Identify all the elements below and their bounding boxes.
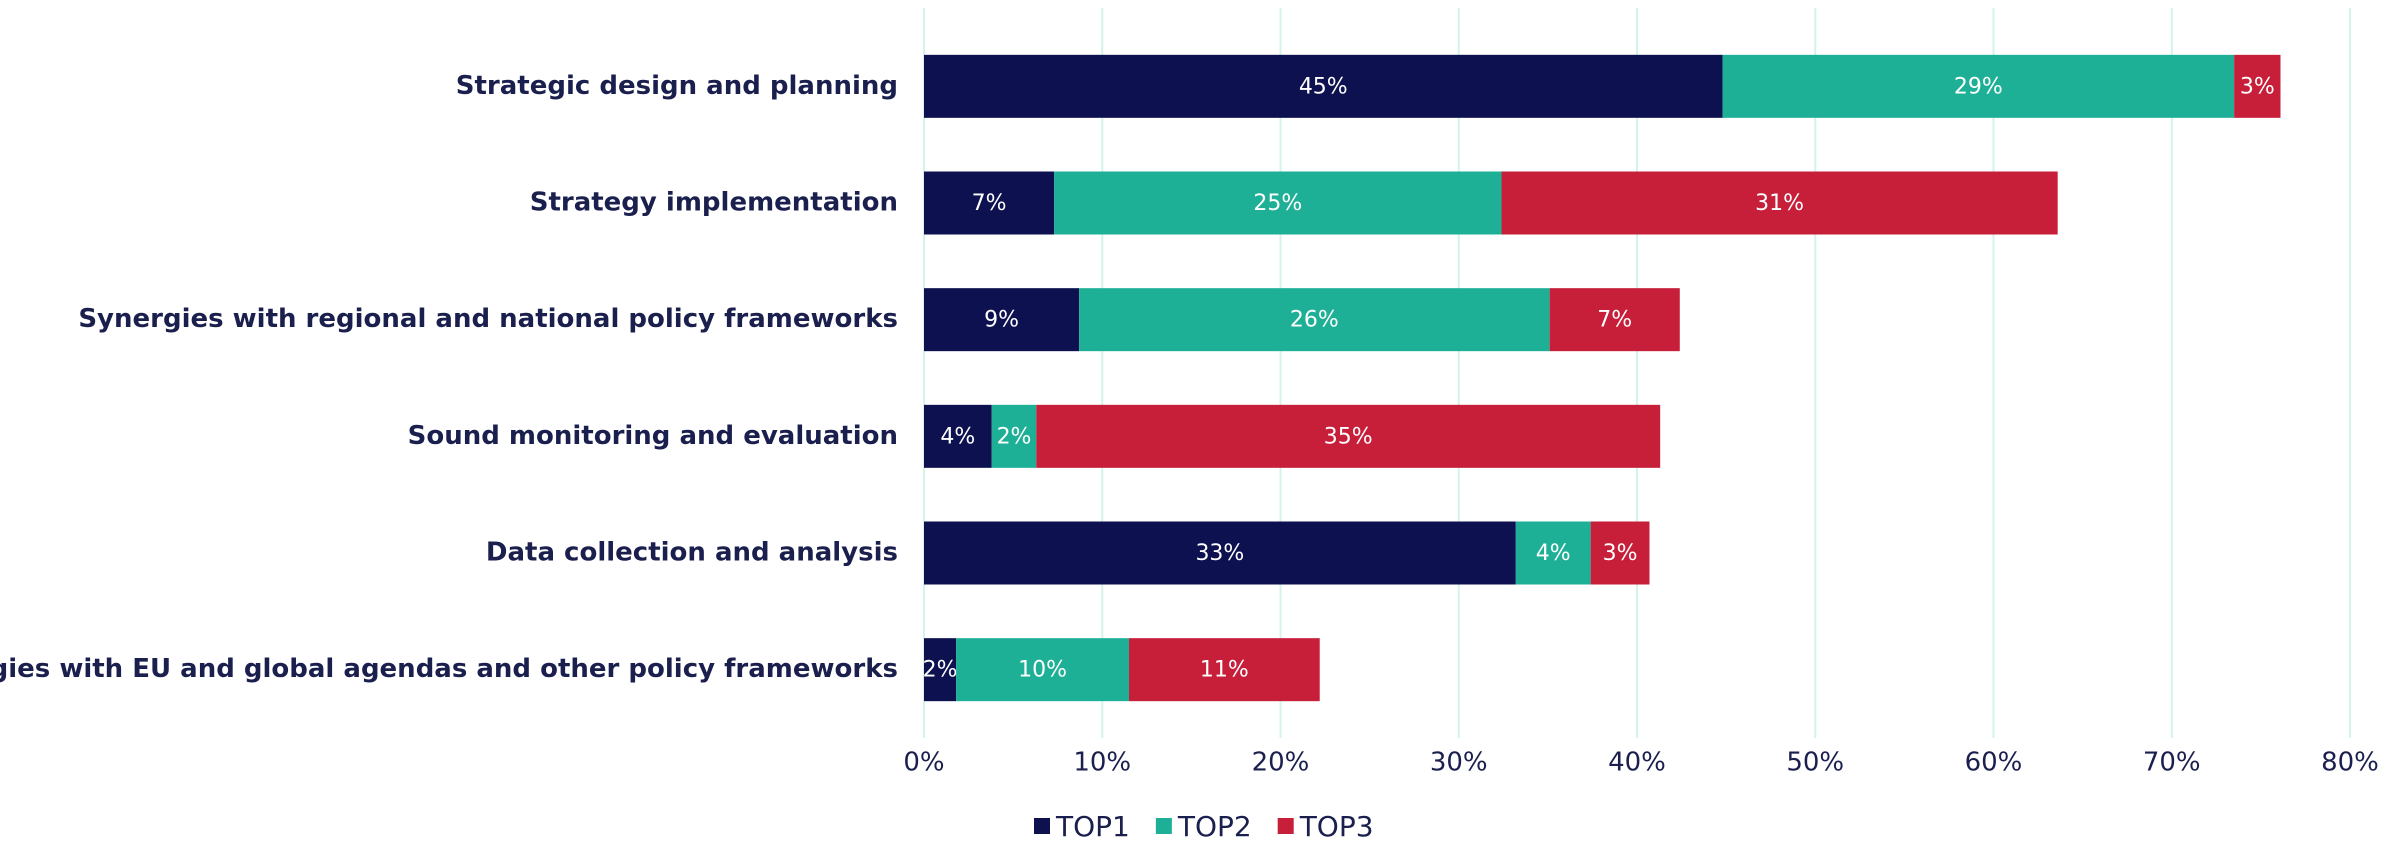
value-label: 2% [997,424,1032,449]
x-tick-label: 50% [1786,748,1844,778]
category-label: Sound monitoring and evaluation [408,421,898,451]
bar-segment [1501,171,2058,235]
x-tick-label: 40% [1608,748,1666,778]
bar-segment [924,54,1723,118]
category-label: Strategic design and planning [456,71,898,101]
value-label: 7% [972,191,1007,216]
bar-segment [924,288,1080,352]
bar-segment [924,638,957,702]
value-label: 4% [1536,541,1571,566]
bar-segment [924,171,1055,235]
x-tick-label: 70% [2143,748,2201,778]
bar-segment [1549,288,1680,352]
bar-segment [1722,54,2235,118]
value-label: 26% [1290,308,1339,333]
bar-segment [924,521,1516,585]
bar-segment [1036,404,1661,468]
value-label: 31% [1755,191,1804,216]
value-label: 9% [984,308,1019,333]
legend-label: TOP1 [1055,810,1130,841]
x-tick-label: 30% [1430,748,1488,778]
bar-segment [956,638,1129,702]
value-label: 7% [1597,308,1632,333]
legend-label: TOP2 [1177,810,1252,841]
legend-label: TOP3 [1299,810,1374,841]
value-label: 10% [1018,658,1067,683]
legend-swatch [1034,818,1050,834]
value-label: 11% [1200,658,1249,683]
legend-swatch [1277,818,1294,834]
x-tick-label: 60% [1965,748,2023,778]
bar-segment [1590,521,1650,585]
x-tick-label: 20% [1252,748,1310,778]
value-label: 33% [1195,541,1244,566]
value-label: 2% [923,658,958,683]
bar-segment [991,404,1037,468]
legend-swatch [1155,818,1172,834]
x-tick-label: 10% [1073,748,1131,778]
value-label: 3% [1603,541,1638,566]
bar-segment [1128,638,1320,702]
value-label: 29% [1954,74,2003,99]
bar-segment [2234,54,2281,118]
bar-segment [924,404,992,468]
x-tick-label: 80% [2321,748,2379,778]
value-label: 3% [2240,74,2275,99]
bar-segment [1515,521,1591,585]
category-label: Synergies with EU and global agendas and… [0,654,898,684]
value-label: 25% [1253,191,1302,216]
bar-segment [1079,288,1550,352]
category-label: Data collection and analysis [486,538,898,568]
value-label: 4% [940,424,975,449]
category-label: Strategy implementation [530,188,898,218]
value-label: 35% [1324,424,1373,449]
x-tick-label: 0% [903,748,944,778]
value-label: 45% [1299,74,1348,99]
category-label: Synergies with regional and national pol… [78,304,898,334]
bar-segment [1054,171,1502,235]
